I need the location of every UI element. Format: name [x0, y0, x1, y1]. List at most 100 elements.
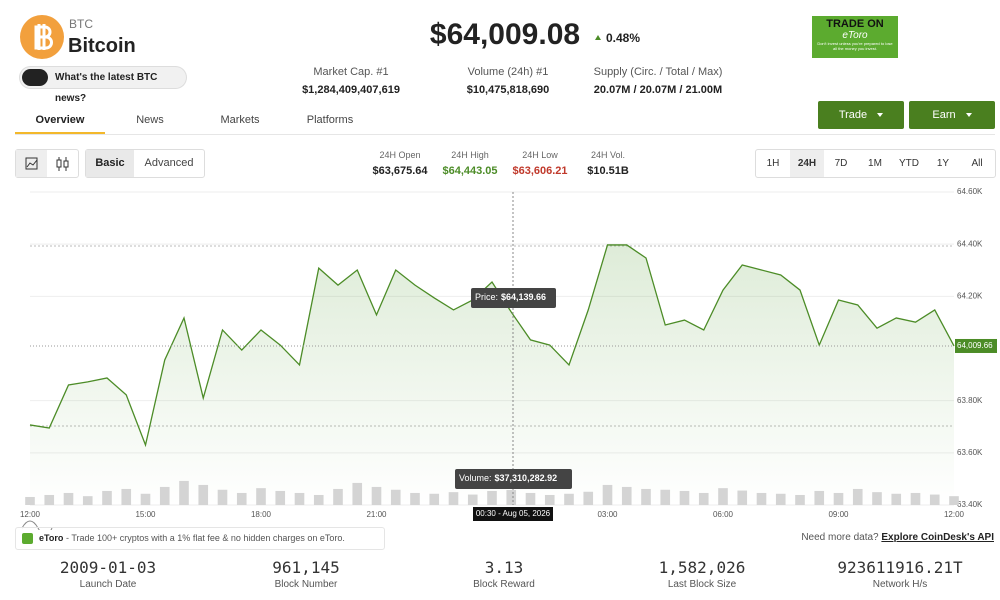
y-tick-label: 63.60K — [957, 448, 983, 457]
ohlc-label: 24H Low — [522, 150, 558, 160]
volume-bar — [718, 488, 728, 505]
volume-bar — [602, 484, 613, 505]
coin-stat-label: Block Number — [274, 579, 338, 590]
volume-bar — [679, 490, 690, 505]
tab-bar: Overview News Markets Platforms — [15, 107, 995, 135]
trade-button[interactable]: Trade — [818, 101, 904, 129]
volume-bar — [198, 484, 209, 505]
range-button[interactable]: 7D — [834, 158, 848, 169]
api-link[interactable]: Explore CoinDesk's API — [881, 532, 994, 543]
stat-value: $10,475,818,690 — [466, 84, 550, 96]
coin-stat: 2009-01-03 Launch Date — [9, 558, 207, 590]
coin-name: Bitcoin — [68, 35, 136, 57]
footer-ad-brand: eToro — [39, 533, 64, 543]
api-prompt-text: Need more data? — [801, 532, 879, 543]
volume-bar — [82, 496, 93, 505]
tab[interactable]: News — [136, 114, 164, 126]
line-chart-icon[interactable] — [16, 150, 47, 177]
news-button[interactable]: What's the latest BTC news? — [20, 67, 186, 104]
volume-bar — [179, 480, 189, 505]
volume-bar — [429, 493, 440, 505]
last-price-label: 64,009.66 — [957, 341, 993, 350]
volume-bar — [467, 494, 478, 505]
volume-tooltip-part: Volume: — [459, 473, 492, 483]
x-tick-label: 18:00 — [251, 510, 272, 519]
volume-bar — [25, 496, 35, 505]
volume-bar — [448, 492, 459, 505]
time-tooltip: 00:30 - Aug 05, 2026 — [476, 509, 551, 518]
range-button[interactable]: 1M — [868, 158, 882, 169]
ad-headline: TRADE ON — [826, 18, 884, 30]
market-stat: Volume (24h) #1 $10,475,818,690 — [413, 66, 603, 96]
x-tick-label: 12:00 — [944, 510, 965, 519]
x-tick-label: 21:00 — [366, 510, 387, 519]
volume-bar — [852, 488, 863, 505]
ohlc-stat: 24H Open $63,675.64 — [360, 150, 440, 177]
volume-bar — [583, 491, 594, 505]
ohlc-label: 24H Vol. — [590, 150, 626, 160]
volume-bar — [333, 488, 343, 505]
mode-basic[interactable]: Basic — [86, 150, 134, 177]
coin-stat-label: Network H/s — [872, 579, 928, 590]
time-tooltip-box — [473, 507, 553, 521]
range-button[interactable]: 1H — [766, 158, 780, 169]
tab[interactable]: Platforms — [306, 114, 354, 126]
ohlc-value: $64,443.05 — [442, 165, 498, 177]
button-label: Earn — [932, 109, 956, 121]
volume-bar — [121, 488, 132, 505]
candle-chart-icon[interactable] — [47, 150, 78, 177]
news-button-label: What's the latest BTC news? — [55, 72, 158, 104]
market-stat: Market Cap. #1 $1,284,409,407,619 — [256, 66, 446, 96]
tab[interactable]: Markets — [220, 114, 260, 126]
ad-banner[interactable]: TRADE ON eToro Don't invest unless you're … — [812, 16, 898, 58]
volume-icon — [21, 520, 53, 530]
volume-bar — [140, 493, 151, 505]
ohlc-value: $10.51B — [587, 165, 629, 177]
coin-stat-value: 923611916.21T — [837, 558, 963, 577]
price-chart: 63.40K 63.60K 63.80K 64.20K 64.40K 64.60K 12:0… — [20, 187, 997, 530]
coin-stat-value: 1,582,026 — [658, 558, 746, 577]
volume-bar — [929, 494, 940, 505]
x-tick-label: 15:00 — [135, 510, 156, 519]
x-tick-label: 06:00 — [713, 510, 734, 519]
tab[interactable]: Overview — [15, 114, 105, 134]
volume-bar — [63, 492, 74, 505]
coin-stat-label: Last Block Size — [667, 579, 737, 590]
price-tooltip: Price: $64,139.66 — [475, 292, 546, 302]
volume-bar — [795, 494, 805, 505]
coin-stat: 961,145 Block Number — [207, 558, 405, 590]
mode-advanced[interactable]: Advanced — [144, 157, 194, 169]
price-tooltip-box — [471, 288, 556, 308]
volume-bar — [256, 488, 266, 505]
earn-button[interactable]: Earn — [909, 101, 995, 129]
stat-label: Supply (Circ. / Total / Max) — [593, 66, 723, 78]
x-tick-label: 12:00 — [20, 510, 41, 519]
footer-ad[interactable]: eToro - Trade 100+ cryptos with a 1% flat… — [15, 527, 385, 550]
volume-bar — [833, 492, 844, 505]
x-tick-label: 03:00 — [597, 510, 618, 519]
btc-logo — [20, 15, 64, 59]
volume-bar — [102, 490, 112, 505]
x-tick-label: 09:00 — [828, 510, 849, 519]
volume-bar — [544, 494, 555, 505]
ohlc-stat: 24H Low $63,606.21 — [500, 150, 580, 177]
ohlc-value: $63,606.21 — [512, 165, 568, 177]
volume-tooltip-part: $37,310,282.92 — [495, 473, 558, 483]
y-tick-label: 63.40K — [957, 500, 983, 509]
volume-bar — [564, 493, 574, 505]
range-button[interactable]: 1Y — [936, 158, 950, 169]
up-arrow — [595, 35, 601, 40]
range-button[interactable]: YTD — [899, 158, 919, 169]
coin-stat: 923611916.21T Network H/s — [801, 558, 999, 590]
range-button[interactable]: All — [971, 158, 983, 169]
ad-disclaimer: Don't invest unless you're prepared to l… — [817, 41, 893, 51]
ohlc-stat: 24H High $64,443.05 — [430, 150, 510, 177]
price-tooltip-part: $64,139.66 — [501, 292, 546, 302]
volume-bar — [756, 492, 767, 505]
range-button[interactable]: 24H — [790, 150, 824, 177]
volume-bar — [737, 490, 748, 505]
stat-label: Market Cap. #1 — [313, 66, 389, 78]
y-tick-label: 64.20K — [957, 291, 983, 300]
volume-bar — [294, 492, 305, 505]
mode-toggle: Basic Advanced — [85, 149, 205, 178]
